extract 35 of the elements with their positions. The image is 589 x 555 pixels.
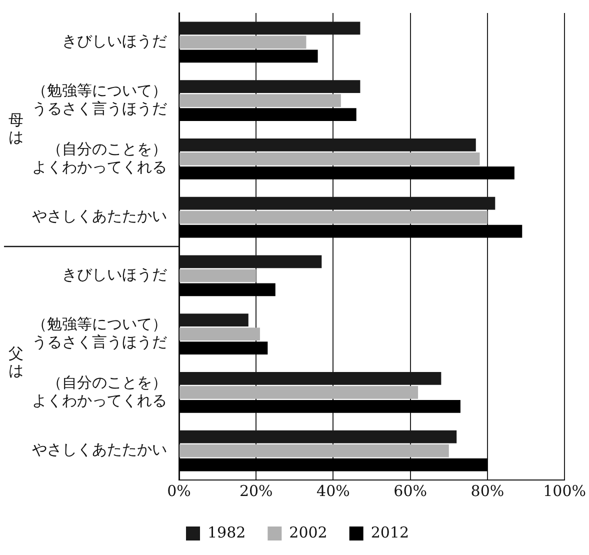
bar [180,386,418,399]
bar [180,94,341,108]
x-tick-label: 0% [167,482,191,500]
legend-label: 2012 [370,523,410,542]
x-tick-label: 60% [394,482,428,500]
y-tick-label: きびしいほうだ [62,266,167,284]
text: 母は [8,111,24,146]
bar [180,283,276,296]
legend-label: 1982 [207,523,246,542]
bar [180,210,488,224]
bar [180,342,268,355]
bar [180,269,256,282]
text: 父は [8,344,24,380]
bar [180,50,318,63]
bar [180,152,480,166]
y-tick-label: やさしくあたたかい [32,207,167,226]
bar [180,108,356,122]
y-tick-label: きびしいほうだ [62,32,167,50]
bar [180,400,460,413]
bar [180,224,522,238]
x-tick-label: 80% [470,482,504,500]
bar [180,36,306,49]
y-tick-label: やさしくあたたかい [32,440,167,459]
x-tick-label: 20% [239,482,273,500]
x-tick-label: 40% [316,482,350,500]
bar [180,444,449,458]
bar [180,166,514,180]
bar [180,458,488,472]
legend-label: 2002 [289,523,328,542]
y-tick-label: （勉強等について）うるさく言うほうだ [32,81,167,118]
bar [180,328,260,341]
y-tick-label: （自分のことを）よくわかってくれる [32,140,167,176]
y-tick-label: （勉強等について）うるさく言うほうだ [32,314,167,351]
x-tick-label: 100% [543,482,586,500]
y-tick-label: （自分のことを）よくわかってくれる [32,373,167,410]
